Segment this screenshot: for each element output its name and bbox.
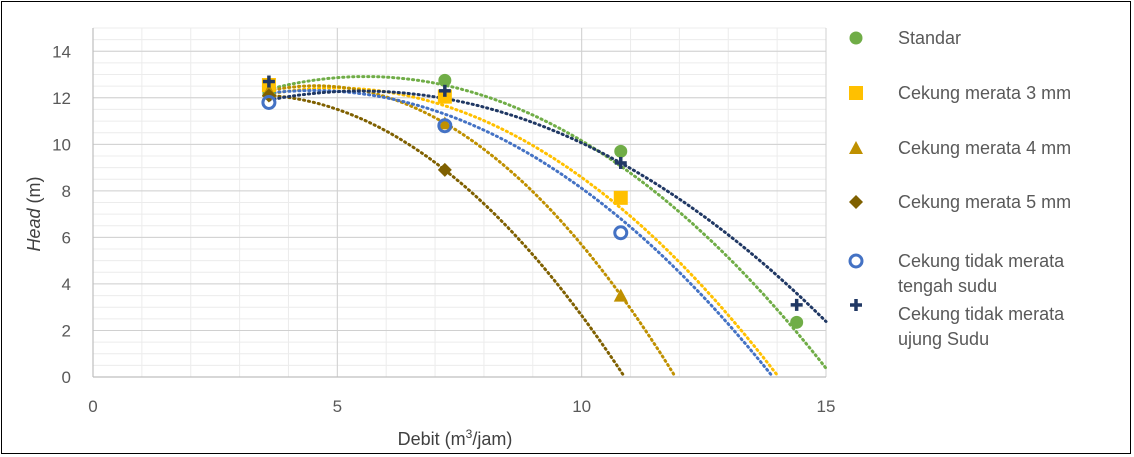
x-tick-label: 0: [88, 397, 97, 416]
legend: Standar Cekung merata 3 mm Cekung merata 4…: [848, 28, 1071, 349]
legend-marker: [848, 253, 864, 269]
data-point-series-5: [790, 298, 803, 311]
y-tick-label: 10: [52, 135, 71, 154]
trendline: [267, 89, 828, 323]
data-point-series-1: [613, 190, 628, 205]
data-point-series-2: [437, 116, 452, 130]
y-tick-label: 8: [62, 182, 71, 201]
legend-marker: [850, 299, 862, 311]
legend-marker: [849, 31, 863, 45]
legend-label: Cekung merata 4 mm: [898, 138, 1071, 158]
data-point-series-3: [437, 162, 452, 177]
x-tick-label: 10: [572, 397, 591, 416]
x-tick-label: 5: [333, 397, 342, 416]
x-tick-label: 15: [817, 397, 836, 416]
legend-label: Cekung merata 5 mm: [898, 192, 1071, 212]
data-point-series-0: [614, 144, 628, 158]
legend-label-line2: tengah sudu: [898, 276, 997, 296]
y-tick-label: 6: [62, 228, 71, 247]
y-tick-label: 2: [62, 321, 71, 340]
grid-lines: [92, 27, 827, 378]
trendline: [267, 89, 774, 378]
data-point-series-2: [613, 288, 628, 302]
y-tick-label: 12: [52, 89, 71, 108]
trendline: [267, 84, 676, 377]
trendline: [267, 75, 828, 370]
data-point-series-0: [790, 315, 804, 329]
data-points: [261, 73, 804, 329]
legend-label-line1: Cekung tidak merata: [898, 251, 1065, 271]
legend-marker: [849, 86, 863, 100]
y-axis-title: Head (m): [24, 176, 44, 251]
y-tick-label: 4: [62, 275, 71, 294]
data-point-series-5: [614, 156, 627, 169]
data-point-series-4: [437, 118, 453, 134]
axes: [92, 28, 826, 378]
legend-label: Cekung merata 3 mm: [898, 83, 1071, 103]
legend-label: Standar: [898, 28, 961, 48]
data-point-series-5: [438, 84, 451, 97]
y-tick-label: 0: [62, 368, 71, 387]
legend-marker: [849, 195, 863, 209]
legend-label-line1: Cekung tidak merata: [898, 304, 1065, 324]
tick-labels: 0 5 10 15 0 2 4 6 8 10 12 14: [52, 42, 835, 416]
data-point-series-4: [261, 94, 277, 110]
data-point-series-4: [613, 225, 629, 241]
data-point-series-5: [262, 75, 275, 88]
trendlines: [267, 75, 828, 378]
legend-marker: [849, 141, 863, 154]
x-axis-title: Debit (m3/jam): [398, 427, 513, 449]
y-tick-label: 14: [52, 42, 71, 61]
legend-label-line2: ujung Sudu: [898, 329, 989, 349]
data-point-series-0: [438, 73, 452, 87]
